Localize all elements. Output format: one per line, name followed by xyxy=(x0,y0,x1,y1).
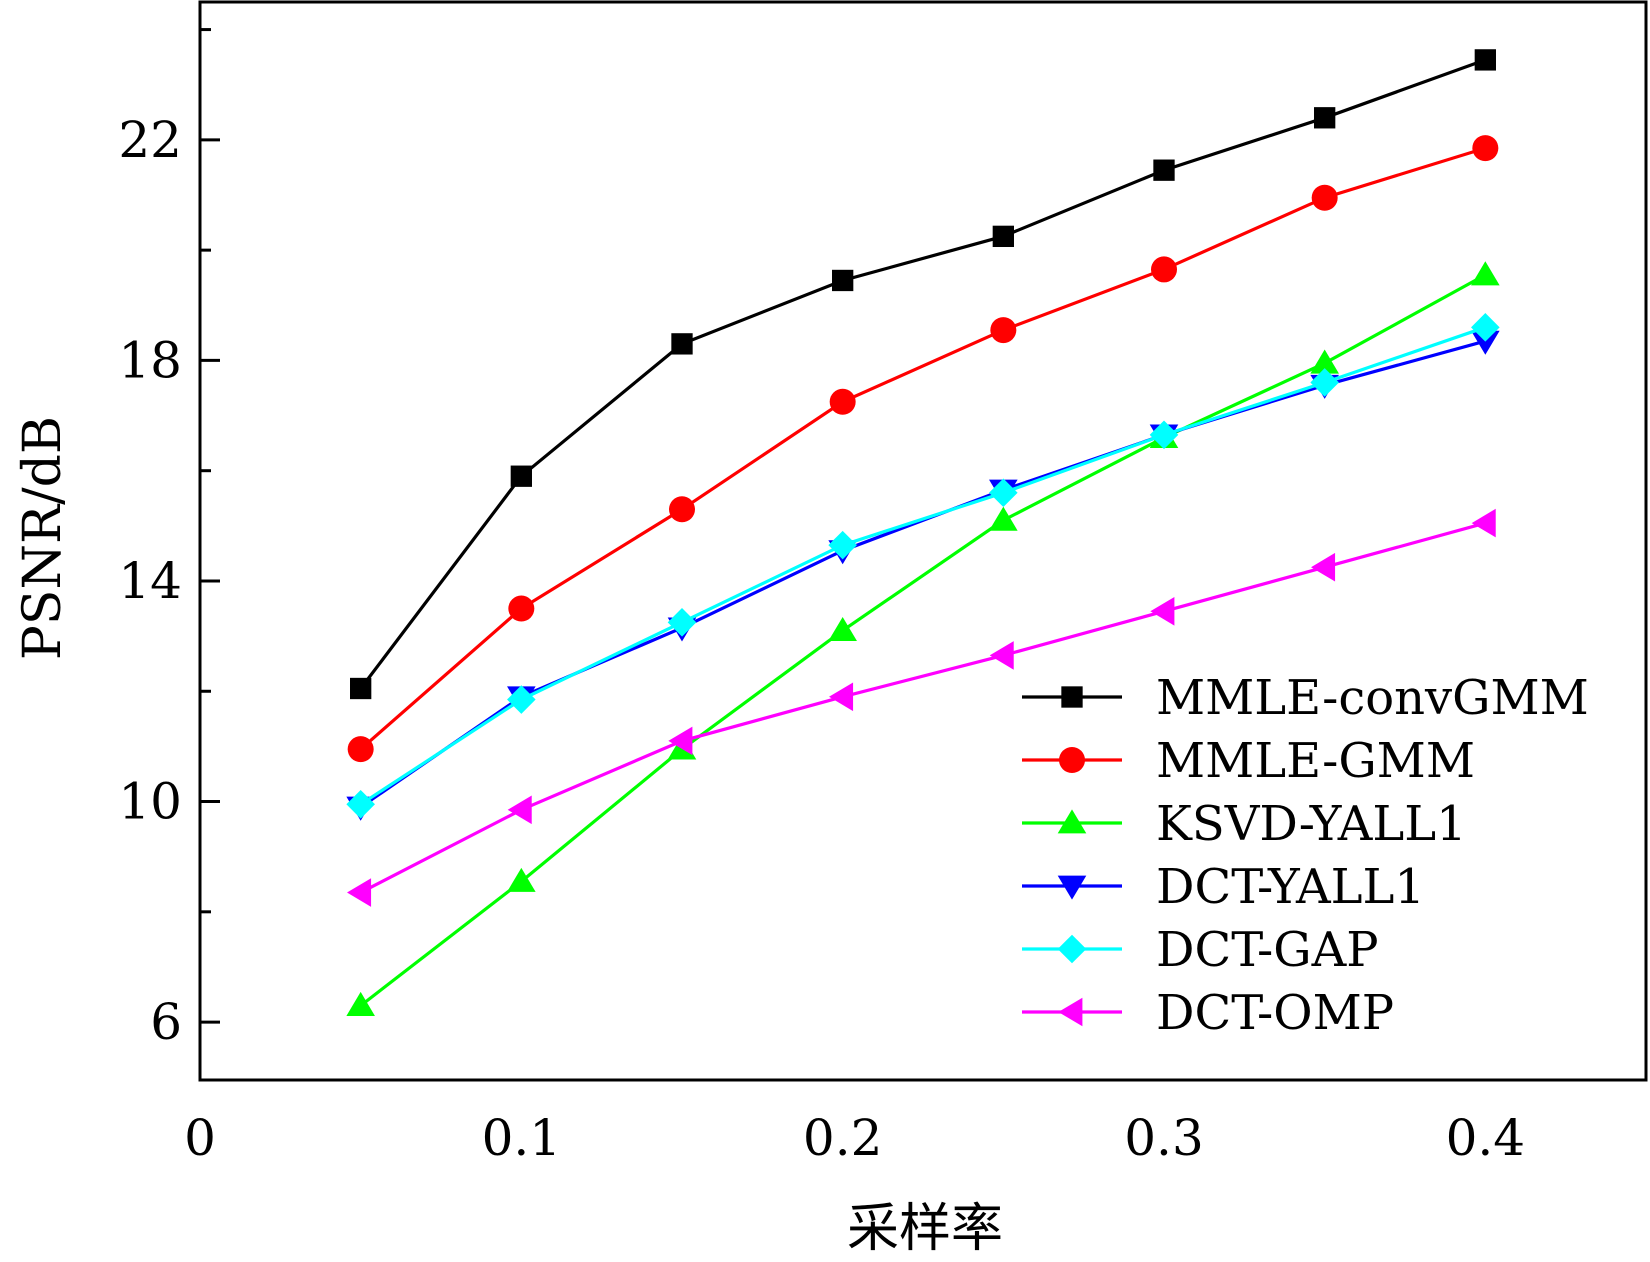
series-line xyxy=(359,325,1486,806)
data-point xyxy=(989,641,1014,670)
data-point xyxy=(832,269,854,292)
series-layer xyxy=(346,49,1500,1016)
x-tick-label: 0.3 xyxy=(1124,1109,1204,1167)
legend-item: DCT-OMP xyxy=(1022,985,1394,1041)
data-point xyxy=(828,616,857,642)
data-point xyxy=(347,878,372,907)
y-tick-label: 14 xyxy=(118,552,182,610)
legend-label: KSVD-YALL1 xyxy=(1156,796,1467,852)
data-point xyxy=(1153,159,1175,181)
legend-item: MMLE-convGMM xyxy=(1022,670,1589,726)
x-tick-label: 0.2 xyxy=(803,1109,883,1167)
data-point xyxy=(990,317,1017,344)
legend: MMLE-convGMM MMLE-GMM KSVD-YALL1 DCT-YALL1 D… xyxy=(1022,670,1589,1041)
legend-label: DCT-OMP xyxy=(1156,985,1394,1041)
y-tick-label: 22 xyxy=(118,111,182,169)
data-point xyxy=(1311,184,1338,211)
y-axis: 6 10 14 18 22 xyxy=(118,28,220,1051)
legend-item: MMLE-GMM xyxy=(1022,733,1475,789)
data-point xyxy=(1150,597,1175,626)
data-point xyxy=(350,677,372,700)
data-point xyxy=(1311,552,1336,582)
series-line xyxy=(359,58,1486,690)
x-tick-label: 0.4 xyxy=(1446,1109,1526,1167)
legend-marker xyxy=(1061,686,1083,708)
legend-marker xyxy=(1057,875,1087,900)
data-point xyxy=(507,795,532,825)
data-point xyxy=(1471,330,1500,355)
series-mmle-gmm xyxy=(347,135,1499,763)
data-point xyxy=(510,465,532,487)
data-point xyxy=(1472,135,1499,162)
data-point xyxy=(1471,261,1500,286)
data-point xyxy=(671,333,693,355)
legend-label: MMLE-convGMM xyxy=(1156,670,1589,726)
x-axis: 0 0.1 0.2 0.3 0.4 xyxy=(184,1109,1525,1167)
legend-label: DCT-YALL1 xyxy=(1156,859,1425,915)
data-point xyxy=(829,388,856,415)
data-point xyxy=(989,506,1018,531)
x-tick-label: 0.1 xyxy=(482,1109,562,1167)
data-point xyxy=(1471,313,1500,342)
data-point xyxy=(347,736,374,763)
series-line xyxy=(359,521,1486,894)
series-dct-gap xyxy=(346,313,1500,819)
data-point xyxy=(668,726,693,756)
series-dct-omp xyxy=(347,508,1496,907)
y-tick-label: 18 xyxy=(118,331,182,389)
series-line xyxy=(359,146,1486,751)
data-point xyxy=(1310,349,1339,374)
data-point xyxy=(1471,508,1496,538)
x-tick-label: 0 xyxy=(184,1109,216,1167)
data-point xyxy=(507,867,536,892)
legend-marker xyxy=(1058,997,1083,1027)
data-point xyxy=(1314,107,1336,129)
y-axis-title: PSNR/dB xyxy=(13,416,73,660)
legend-item: DCT-GAP xyxy=(1022,922,1379,978)
data-point xyxy=(828,530,857,560)
data-point xyxy=(1149,420,1179,450)
data-point xyxy=(667,608,697,637)
legend-marker xyxy=(1059,747,1085,773)
data-point xyxy=(346,991,375,1016)
data-point xyxy=(989,478,1018,508)
data-point xyxy=(508,595,535,622)
plot-area xyxy=(198,0,1648,1082)
data-point xyxy=(346,789,375,819)
legend-label: MMLE-GMM xyxy=(1156,733,1475,789)
legend-item: KSVD-YALL1 xyxy=(1022,796,1467,852)
legend-marker xyxy=(1057,934,1087,964)
data-point xyxy=(1310,368,1339,397)
data-point xyxy=(669,496,695,523)
data-point xyxy=(1151,256,1177,283)
data-point xyxy=(992,225,1014,248)
plot-frame xyxy=(198,0,1648,1082)
series-line xyxy=(359,273,1487,1007)
legend-label: DCT-GAP xyxy=(1156,922,1379,978)
legend-marker xyxy=(1057,809,1087,834)
y-tick-label: 10 xyxy=(118,773,182,831)
data-point xyxy=(1474,49,1496,71)
series-mmle-convgmm xyxy=(350,49,1496,700)
y-tick-label: 6 xyxy=(150,993,182,1051)
data-point xyxy=(829,682,854,712)
x-axis-title: 采样率 xyxy=(847,1199,1003,1259)
data-point xyxy=(507,685,536,714)
legend-item: DCT-YALL1 xyxy=(1022,859,1425,915)
